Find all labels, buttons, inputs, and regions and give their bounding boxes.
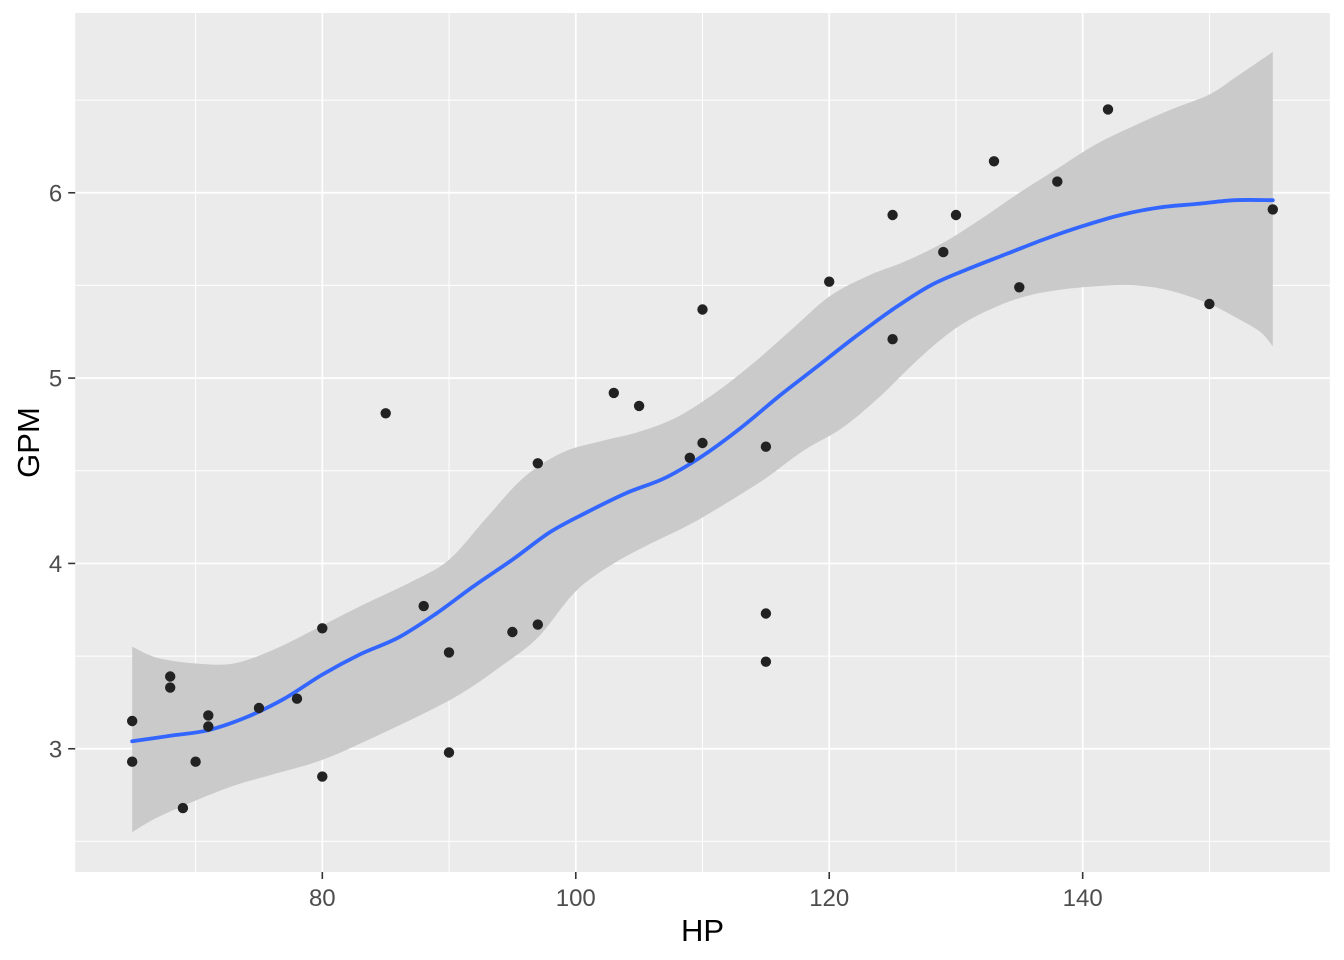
data-point — [177, 802, 189, 814]
data-point — [291, 693, 303, 704]
data-point — [1014, 282, 1025, 293]
data-point — [443, 647, 455, 658]
data-point — [760, 656, 772, 667]
y-tick-label: 5 — [49, 366, 62, 393]
data-point — [988, 156, 1000, 167]
data-point — [1052, 176, 1063, 187]
x-tick-label: 120 — [809, 885, 849, 912]
data-point — [697, 437, 708, 449]
x-axis-title: HP — [681, 913, 724, 948]
data-point — [1267, 204, 1279, 215]
data-point — [127, 715, 138, 727]
y-tick-label: 3 — [49, 736, 62, 763]
data-point — [760, 441, 772, 452]
data-point — [203, 721, 214, 732]
smooth-line — [130, 198, 1275, 744]
data-point — [950, 209, 962, 221]
data-point — [532, 458, 543, 469]
x-tick-label: 80 — [309, 885, 336, 912]
x-axis-ticks — [321, 872, 1084, 879]
data-point — [887, 209, 898, 221]
y-tick-label: 6 — [49, 180, 62, 207]
data-point — [317, 771, 328, 782]
y-axis-ticks — [68, 191, 76, 750]
data-point — [684, 452, 695, 463]
data-point — [1102, 104, 1114, 115]
y-axis-title: GPM — [11, 407, 46, 478]
data-point — [1204, 298, 1215, 310]
data-point — [824, 276, 835, 287]
y-axis-tick-labels: 3 4 5 6 — [49, 180, 62, 763]
data-point — [887, 334, 898, 345]
data-point — [190, 756, 201, 767]
data-point — [317, 623, 328, 634]
data-point — [760, 608, 772, 619]
data-point — [608, 387, 619, 399]
data-point — [443, 747, 455, 758]
data-point — [633, 400, 645, 412]
data-point — [532, 619, 543, 630]
data-point — [938, 246, 949, 258]
data-point — [697, 304, 708, 315]
x-tick-label: 140 — [1063, 885, 1103, 912]
data-points — [127, 104, 1279, 814]
data-point — [165, 682, 176, 693]
data-point — [203, 710, 214, 721]
y-tick-label: 4 — [49, 551, 62, 578]
x-tick-label: 100 — [556, 885, 596, 912]
data-point — [418, 600, 429, 612]
data-point — [507, 626, 518, 638]
data-point — [253, 702, 265, 714]
data-point — [380, 408, 391, 419]
x-axis-tick-labels: 80 100 120 140 — [309, 885, 1103, 912]
data-point — [127, 756, 138, 767]
data-point — [165, 671, 176, 682]
